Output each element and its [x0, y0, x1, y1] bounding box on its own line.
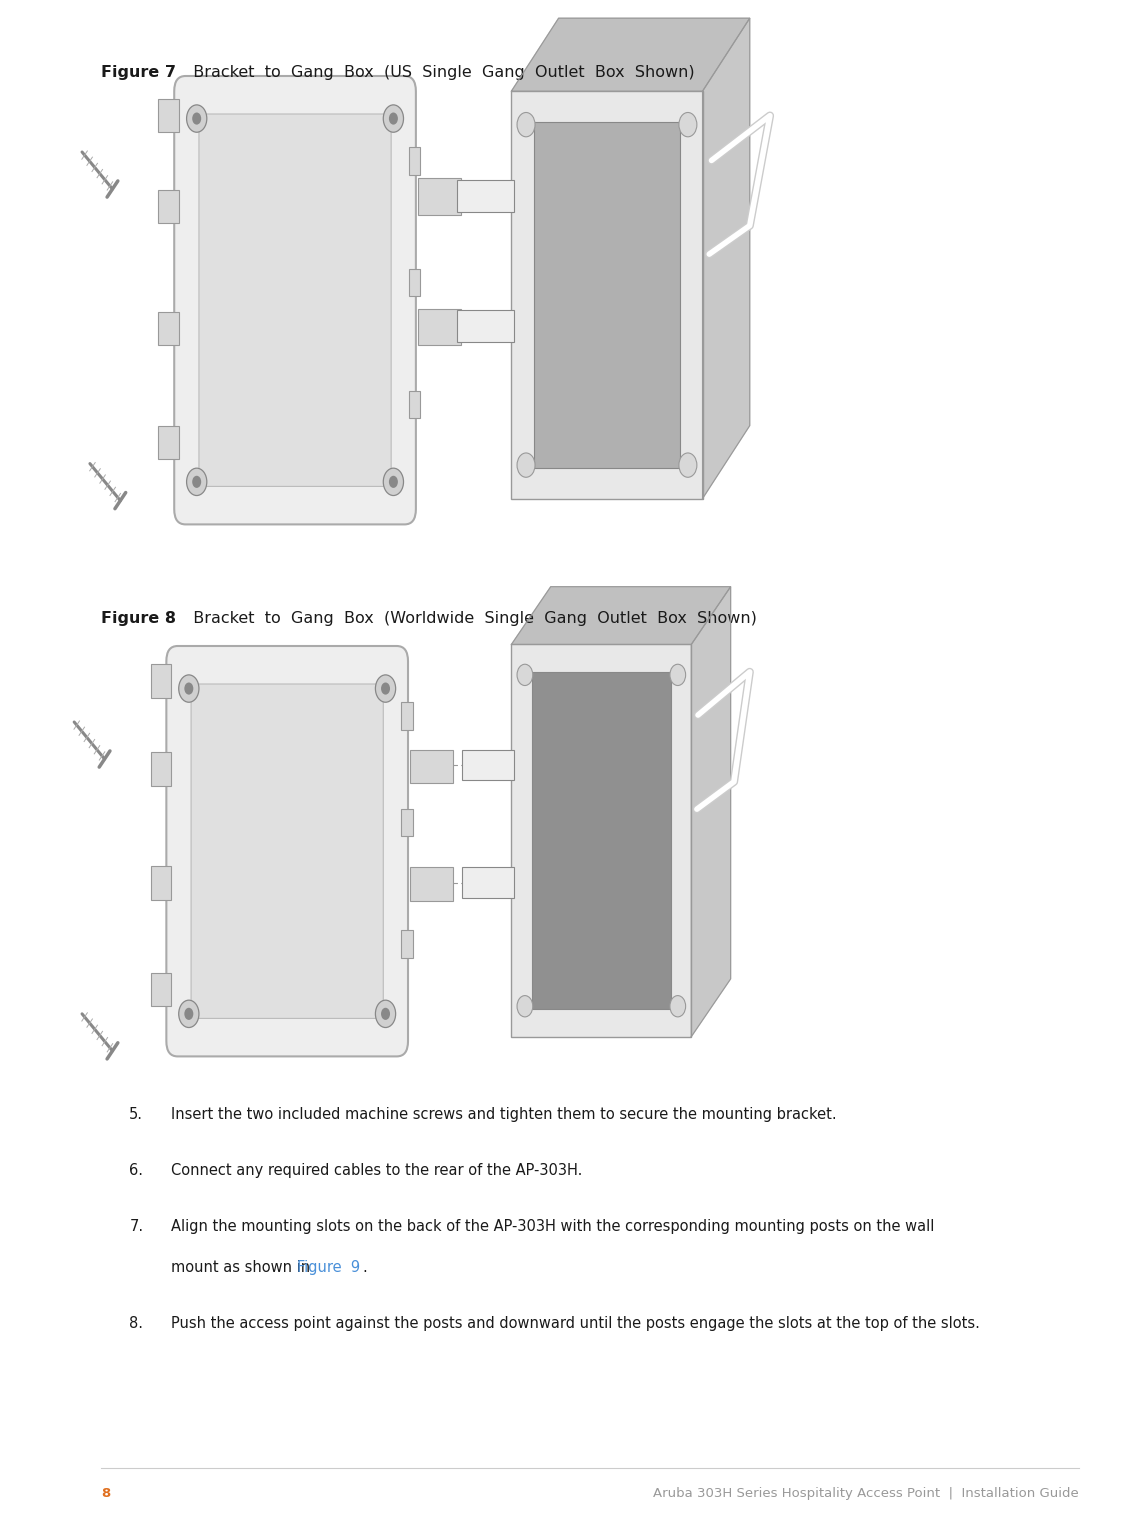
Circle shape	[517, 996, 533, 1017]
Text: Bracket  to  Gang  Box  (Worldwide  Single  Gang  Outlet  Box  Shown): Bracket to Gang Box (Worldwide Single Ga…	[183, 611, 758, 626]
Bar	[457, 179, 514, 211]
Polygon shape	[511, 587, 731, 644]
Text: 8.: 8.	[129, 1316, 143, 1332]
Bar	[151, 866, 171, 900]
Bar	[409, 269, 420, 296]
Bar	[511, 91, 702, 499]
Bar	[511, 644, 691, 1037]
Bar	[158, 99, 179, 132]
Text: 5.: 5.	[129, 1107, 143, 1122]
Bar	[401, 702, 413, 730]
Bar	[409, 391, 420, 418]
Circle shape	[375, 1000, 396, 1028]
Text: mount as shown in: mount as shown in	[171, 1260, 315, 1275]
Circle shape	[184, 1008, 193, 1020]
Polygon shape	[511, 18, 750, 91]
Circle shape	[679, 112, 697, 137]
Circle shape	[179, 1000, 199, 1028]
Bar	[151, 664, 171, 698]
Circle shape	[192, 476, 201, 488]
Bar	[418, 309, 461, 345]
Circle shape	[389, 112, 398, 125]
Bar	[534, 122, 680, 468]
Circle shape	[179, 675, 199, 702]
Bar	[410, 868, 453, 901]
Bar	[418, 178, 461, 214]
Text: Align the mounting slots on the back of the AP-303H with the corresponding mount: Align the mounting slots on the back of …	[171, 1219, 934, 1234]
Bar	[158, 426, 179, 459]
Bar	[158, 312, 179, 345]
Text: Figure  9: Figure 9	[297, 1260, 360, 1275]
Text: Aruba 303H Series Hospitality Access Point  |  Installation Guide: Aruba 303H Series Hospitality Access Poi…	[653, 1487, 1079, 1500]
Circle shape	[670, 996, 686, 1017]
Text: Insert the two included machine screws and tighten them to secure the mounting b: Insert the two included machine screws a…	[171, 1107, 836, 1122]
Circle shape	[517, 112, 535, 137]
Circle shape	[383, 468, 404, 496]
Bar	[401, 809, 413, 836]
FancyBboxPatch shape	[166, 646, 408, 1056]
Bar	[401, 930, 413, 958]
Bar	[158, 190, 179, 223]
Bar	[457, 310, 514, 342]
Circle shape	[389, 476, 398, 488]
Circle shape	[670, 664, 686, 686]
Circle shape	[187, 105, 207, 132]
Text: Push the access point against the posts and downward until the posts engage the : Push the access point against the posts …	[171, 1316, 980, 1332]
Text: 8: 8	[101, 1487, 110, 1500]
Text: Figure 8: Figure 8	[101, 611, 176, 626]
FancyBboxPatch shape	[191, 684, 383, 1018]
Text: 7.: 7.	[129, 1219, 144, 1234]
Polygon shape	[702, 18, 750, 499]
Circle shape	[184, 682, 193, 695]
Circle shape	[375, 675, 396, 702]
Text: .: .	[362, 1260, 366, 1275]
Bar	[151, 752, 171, 786]
Circle shape	[679, 453, 697, 477]
Circle shape	[192, 112, 201, 125]
Text: Bracket  to  Gang  Box  (US  Single  Gang  Outlet  Box  Shown): Bracket to Gang Box (US Single Gang Outl…	[183, 65, 695, 81]
Circle shape	[517, 453, 535, 477]
Bar	[532, 672, 671, 1009]
Circle shape	[187, 468, 207, 496]
Polygon shape	[691, 587, 731, 1037]
Text: Connect any required cables to the rear of the AP-303H.: Connect any required cables to the rear …	[171, 1163, 582, 1178]
Circle shape	[383, 105, 404, 132]
Bar	[462, 749, 514, 780]
Circle shape	[381, 1008, 390, 1020]
Text: Figure 7: Figure 7	[101, 65, 176, 81]
Bar	[409, 147, 420, 175]
Bar	[462, 868, 514, 898]
Bar	[151, 973, 171, 1006]
Circle shape	[517, 664, 533, 686]
FancyBboxPatch shape	[174, 76, 416, 524]
Text: 6.: 6.	[129, 1163, 143, 1178]
FancyBboxPatch shape	[199, 114, 391, 486]
Bar	[410, 749, 453, 783]
Circle shape	[381, 682, 390, 695]
